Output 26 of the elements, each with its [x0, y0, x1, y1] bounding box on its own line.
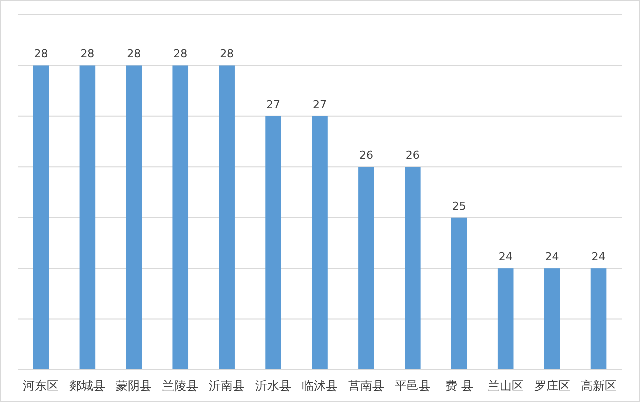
x-tick-label: 罗庄区: [534, 379, 570, 393]
x-tick-label: 郯城县: [70, 379, 106, 393]
data-label: 24: [545, 250, 560, 264]
x-tick-label: 沂水县: [256, 379, 292, 393]
data-label: 28: [220, 48, 234, 61]
x-tick-label: 兰陵县: [162, 379, 199, 393]
x-tick-label: 高新区: [580, 379, 617, 393]
data-label: 26: [406, 149, 420, 162]
data-label: 24: [592, 250, 606, 264]
data-label: 24: [498, 250, 513, 264]
x-tick-label: 蒙阴县: [116, 379, 152, 393]
data-label: 27: [266, 98, 281, 112]
x-tick-label: 河东区: [23, 379, 60, 393]
x-tick-label: 临沭县: [302, 379, 338, 393]
data-label: 28: [80, 48, 95, 61]
x-tick-label: 莒南县: [348, 379, 384, 393]
x-tick-label: 沂南县: [209, 379, 246, 393]
data-label: 28: [127, 48, 142, 61]
x-tick-label: 兰山区: [488, 379, 524, 393]
data-label: 25: [452, 200, 466, 213]
x-tick-label: 平邑县: [394, 379, 431, 393]
data-label: 27: [313, 98, 327, 112]
data-label: 28: [34, 48, 48, 61]
x-tick-label: 费 县: [445, 379, 474, 393]
data-label: 26: [359, 149, 374, 162]
data-label: 28: [174, 48, 188, 61]
